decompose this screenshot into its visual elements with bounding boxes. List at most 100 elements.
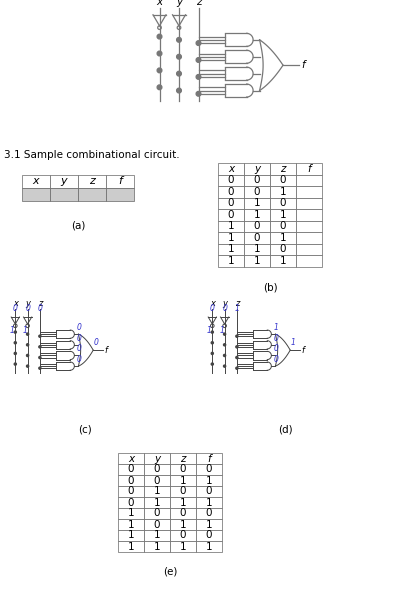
Text: f: f — [118, 176, 122, 187]
Text: 1: 1 — [128, 542, 134, 551]
Text: 1: 1 — [10, 326, 15, 335]
Text: z: z — [196, 0, 201, 7]
Bar — [218, 220, 244, 232]
Bar — [144, 508, 170, 519]
Text: 0: 0 — [210, 304, 215, 313]
Text: x: x — [228, 164, 234, 174]
Text: 0: 0 — [154, 520, 160, 530]
Circle shape — [26, 365, 29, 367]
Circle shape — [157, 85, 162, 90]
Bar — [196, 453, 222, 464]
Bar — [144, 464, 170, 475]
Bar — [218, 186, 244, 197]
Bar — [270, 163, 296, 175]
Text: 1: 1 — [154, 497, 160, 507]
Text: 0: 0 — [94, 338, 99, 347]
Text: 1: 1 — [22, 326, 27, 335]
Bar — [244, 232, 270, 243]
Text: 1: 1 — [234, 304, 239, 313]
Bar — [196, 508, 222, 519]
Bar — [144, 497, 170, 508]
Text: 0: 0 — [228, 198, 234, 208]
Bar — [170, 453, 196, 464]
Text: 0: 0 — [128, 497, 134, 507]
Bar — [78, 175, 106, 188]
Text: 0: 0 — [206, 530, 212, 541]
Text: 0: 0 — [128, 476, 134, 485]
Text: 0: 0 — [273, 355, 278, 364]
Circle shape — [224, 365, 226, 367]
Text: 1: 1 — [254, 209, 260, 220]
Text: 0: 0 — [154, 509, 160, 518]
Circle shape — [196, 58, 201, 63]
Bar — [270, 243, 296, 255]
Text: 0: 0 — [280, 244, 286, 254]
Text: 1: 1 — [180, 497, 186, 507]
Circle shape — [236, 367, 238, 369]
Text: 1: 1 — [180, 542, 186, 551]
Bar — [196, 475, 222, 486]
Bar — [244, 243, 270, 255]
Circle shape — [196, 41, 201, 45]
Circle shape — [211, 363, 213, 365]
Bar — [118, 486, 144, 497]
Text: 1: 1 — [128, 530, 134, 541]
Bar — [118, 475, 144, 486]
Circle shape — [224, 344, 226, 346]
Text: z: z — [280, 164, 286, 174]
Text: 1: 1 — [206, 520, 212, 530]
Bar — [170, 475, 196, 486]
Bar — [170, 508, 196, 519]
Text: 0: 0 — [228, 209, 234, 220]
Bar — [22, 175, 50, 188]
Bar — [296, 220, 322, 232]
Text: x: x — [128, 453, 134, 464]
Bar — [106, 188, 134, 201]
Text: 1: 1 — [280, 187, 286, 197]
Text: y: y — [176, 0, 182, 7]
Bar — [118, 530, 144, 541]
Circle shape — [196, 75, 201, 79]
Text: y: y — [154, 453, 160, 464]
Bar — [244, 175, 270, 186]
Bar — [270, 209, 296, 220]
Text: 0: 0 — [228, 187, 234, 197]
Text: f: f — [105, 346, 108, 355]
Bar — [106, 175, 134, 188]
Bar — [170, 541, 196, 552]
Text: 0: 0 — [38, 304, 42, 313]
Bar — [244, 197, 270, 209]
Circle shape — [224, 333, 226, 335]
Bar — [296, 255, 322, 267]
Text: 0: 0 — [25, 304, 30, 313]
Bar — [296, 209, 322, 220]
Bar — [144, 453, 170, 464]
Bar — [196, 464, 222, 475]
Text: 0: 0 — [76, 334, 81, 343]
Text: 0: 0 — [154, 465, 160, 474]
Text: 0: 0 — [128, 465, 134, 474]
Bar — [118, 541, 144, 552]
Bar — [296, 232, 322, 243]
Text: 0: 0 — [273, 334, 278, 343]
Text: f: f — [307, 164, 311, 174]
Bar — [196, 497, 222, 508]
Circle shape — [236, 335, 238, 337]
Bar — [50, 188, 78, 201]
Text: y: y — [61, 176, 67, 187]
Text: z: z — [89, 176, 95, 187]
Circle shape — [26, 355, 29, 356]
Text: 0: 0 — [180, 486, 186, 497]
Bar — [196, 530, 222, 541]
Bar — [144, 541, 170, 552]
Text: f: f — [302, 346, 305, 355]
Bar — [144, 486, 170, 497]
Bar — [218, 209, 244, 220]
Bar — [22, 188, 50, 201]
Text: 0: 0 — [76, 344, 81, 353]
Circle shape — [196, 92, 201, 96]
Text: 1: 1 — [128, 509, 134, 518]
Bar — [144, 530, 170, 541]
Circle shape — [14, 331, 16, 333]
Bar — [118, 453, 144, 464]
